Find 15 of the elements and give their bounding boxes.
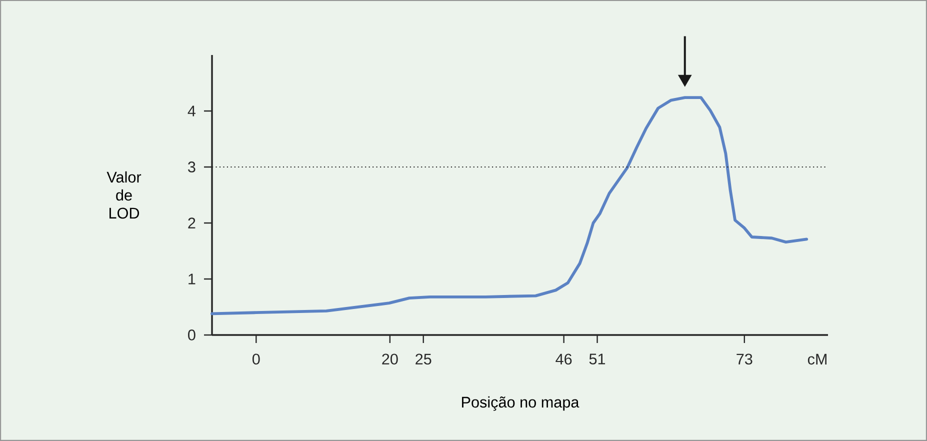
- text: cM: [808, 354, 826, 365]
- y-tick-label: 2: [188, 218, 196, 228]
- x-tick-label: 51: [589, 354, 606, 364]
- x-tick-label: 20: [382, 354, 398, 365]
- line-series: [210, 96, 808, 316]
- x-tick-label: 25: [416, 354, 432, 365]
- y-tick-label: 1: [188, 274, 196, 284]
- y-axis-title: Valor de LOD: [106, 171, 142, 219]
- y-tick-label: 4: [188, 106, 196, 116]
- x-tick-label: 46: [556, 354, 572, 365]
- y-tick-label: 3: [188, 162, 196, 172]
- x-axis-title: Posição no mapa: [462, 396, 580, 411]
- y-tick-label: 0: [188, 330, 196, 340]
- x-tick-label: 0: [252, 354, 260, 365]
- x-tick-label: 73: [736, 354, 752, 365]
